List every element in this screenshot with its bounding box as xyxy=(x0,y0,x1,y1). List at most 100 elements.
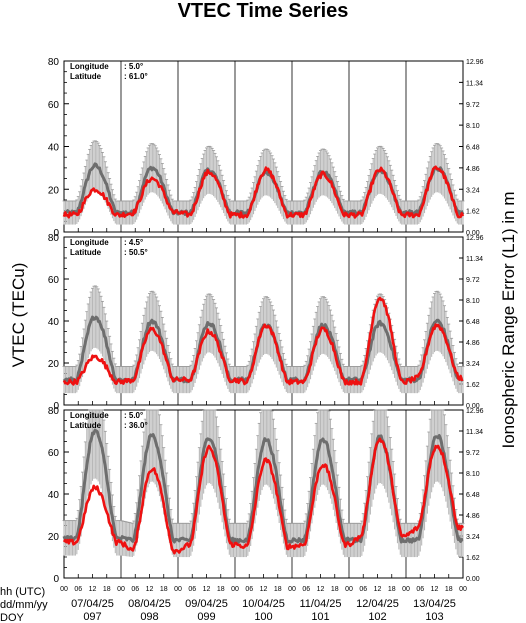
longitude-label: Longitude xyxy=(70,62,109,71)
left-tick-label: 20 xyxy=(48,359,60,370)
right-tick-label: 11.34 xyxy=(466,256,483,263)
left-tick-label: 60 xyxy=(48,275,60,286)
latitude-label: Latitude xyxy=(70,248,102,257)
left-tick-label: 20 xyxy=(48,185,60,196)
latitude-value: : 61.0° xyxy=(124,72,148,81)
hour-tick-label: 12 xyxy=(146,586,154,593)
panel-middle: 0 20 40 60 80 0.00 1.62 3.24 4.86 6.48 8.10 9.72 11.… xyxy=(48,233,484,412)
hour-tick-label: 18 xyxy=(103,586,111,593)
longitude-value: : 5.0° xyxy=(124,62,143,71)
left-tick-label: 0 xyxy=(53,574,59,585)
date-row-label: dd/mm/yy xyxy=(0,599,48,611)
hh-row-label: hh (UTC) xyxy=(0,586,45,598)
right-tick-label: 8.10 xyxy=(466,298,480,305)
latitude-label: Latitude xyxy=(70,421,102,430)
left-tick-label: 40 xyxy=(48,143,60,154)
right-tick-label: 9.72 xyxy=(466,102,480,109)
day-date-label: 10/04/25 xyxy=(242,598,285,610)
left-tick-label: 0 xyxy=(53,228,59,239)
observed-series xyxy=(62,437,465,555)
right-tick-label: 0.00 xyxy=(466,230,480,237)
left-tick-label: 20 xyxy=(48,532,60,543)
spread-band xyxy=(62,285,465,394)
right-tick-label: 6.48 xyxy=(466,492,480,499)
panel-top: 0 20 40 60 80 0.00 1.62 3.24 4.86 6.48 8.10 9.72 11.… xyxy=(48,57,484,239)
right-tick-label: 4.86 xyxy=(466,166,480,173)
hour-tick-label: 06 xyxy=(245,586,253,593)
hour-tick-label: 06 xyxy=(74,586,82,593)
right-tick-label: 3.24 xyxy=(466,534,480,541)
day-date-label: 08/04/25 xyxy=(128,598,171,610)
right-tick-label: 3.24 xyxy=(466,361,480,368)
left-tick-label: 60 xyxy=(48,448,60,459)
day-date-label: 12/04/25 xyxy=(356,598,399,610)
hour-tick-label: 18 xyxy=(331,586,339,593)
hour-tick-label: 00 xyxy=(459,586,467,593)
left-tick-label: 0 xyxy=(53,401,59,412)
left-axis-label: VTEC (TECu) xyxy=(9,263,28,368)
hour-tick-label: 18 xyxy=(274,586,282,593)
longitude-value: : 4.5° xyxy=(124,238,143,247)
day-doy-label: 100 xyxy=(254,611,272,623)
longitude-label: Longitude xyxy=(70,411,109,420)
longitude-label: Longitude xyxy=(70,238,109,247)
right-tick-label: 12.96 xyxy=(466,59,484,66)
day-date-label: 07/04/25 xyxy=(71,598,114,610)
right-tick-label: 1.62 xyxy=(466,209,480,216)
latitude-value: : 36.0° xyxy=(124,421,148,430)
hour-tick-label: 18 xyxy=(445,586,453,593)
left-tick-label: 80 xyxy=(48,406,60,417)
right-tick-label: 6.48 xyxy=(466,145,480,152)
hour-tick-label: 06 xyxy=(302,586,310,593)
left-tick-label: 80 xyxy=(48,57,60,68)
day-doy-label: 097 xyxy=(83,611,101,623)
right-tick-label: 12.96 xyxy=(466,408,484,415)
hour-tick-label: 06 xyxy=(359,586,367,593)
hour-tick-label: 18 xyxy=(388,586,396,593)
hour-tick-label: 00 xyxy=(117,586,125,593)
right-tick-label: 4.86 xyxy=(466,513,480,520)
hour-tick-label: 00 xyxy=(345,586,353,593)
right-axis-label: Ionospheric Range Error (L1) in m xyxy=(499,191,518,448)
hour-tick-label: 12 xyxy=(89,586,97,593)
day-date-label: 11/04/25 xyxy=(299,598,341,610)
right-tick-label: 11.34 xyxy=(466,429,483,436)
latitude-value: : 50.5° xyxy=(124,248,148,257)
day-date-label: 13/04/25 xyxy=(413,598,456,610)
right-tick-label: 4.86 xyxy=(466,340,480,347)
right-tick-label: 8.10 xyxy=(466,471,480,478)
right-tick-label: 8.10 xyxy=(466,123,480,130)
left-tick-label: 60 xyxy=(48,100,60,111)
hour-tick-label: 12 xyxy=(260,586,268,593)
observed-series xyxy=(62,165,465,219)
day-date-label: 09/04/25 xyxy=(185,598,228,610)
hour-tick-label: 00 xyxy=(174,586,182,593)
hour-tick-label: 12 xyxy=(431,586,439,593)
location-info: Longitude : 5.0° Latitude : 36.0° xyxy=(70,411,148,430)
hour-tick-label: 06 xyxy=(131,586,139,593)
right-tick-label: 9.72 xyxy=(466,450,480,457)
chart-title: VTEC Time Series xyxy=(178,0,349,22)
right-tick-label: 0.00 xyxy=(466,403,480,410)
panels: 0 20 40 60 80 0.00 1.62 3.24 4.86 6.48 8.10 9.72 11.… xyxy=(48,57,484,585)
hour-tick-label: 18 xyxy=(160,586,168,593)
day-doy-label: 103 xyxy=(425,611,443,623)
panel-bottom: 0 20 40 60 80 0.00 1.62 3.24 4.86 6.48 8.10 9.72 11.… xyxy=(48,406,484,585)
longitude-value: : 5.0° xyxy=(124,411,143,420)
hour-tick-label: 12 xyxy=(374,586,382,593)
hour-tick-label: 06 xyxy=(188,586,196,593)
location-info: Longitude : 4.5° Latitude : 50.5° xyxy=(70,238,148,257)
left-tick-label: 80 xyxy=(48,233,60,244)
hour-tick-label: 18 xyxy=(217,586,225,593)
hour-tick-label: 12 xyxy=(203,586,211,593)
right-tick-label: 3.24 xyxy=(466,187,480,194)
hour-tick-label: 12 xyxy=(317,586,325,593)
latitude-label: Latitude xyxy=(70,72,102,81)
day-doy-label: 099 xyxy=(197,611,215,623)
right-tick-label: 9.72 xyxy=(466,277,480,284)
left-tick-label: 40 xyxy=(48,490,60,501)
hour-tick-label: 00 xyxy=(231,586,239,593)
hour-tick-label: 00 xyxy=(402,586,410,593)
observed-series xyxy=(62,296,464,386)
